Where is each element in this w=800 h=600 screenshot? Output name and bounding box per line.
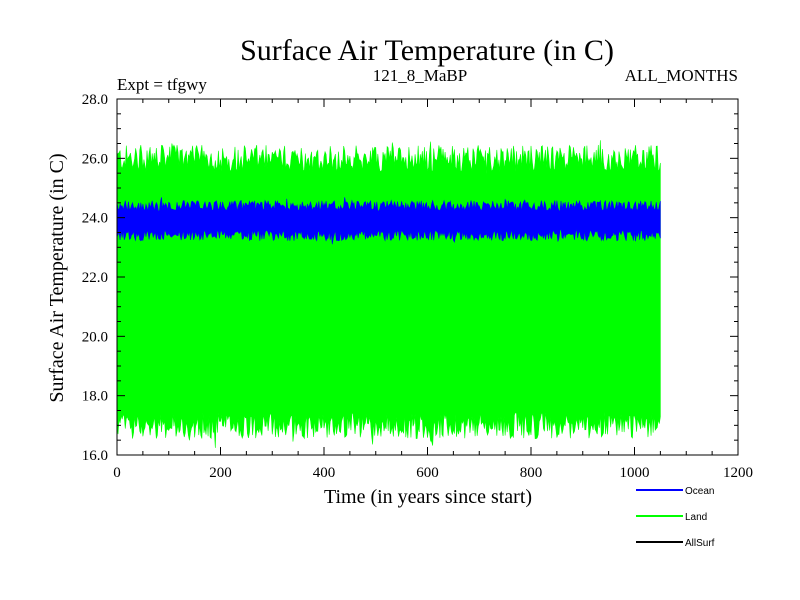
- experiment-label: Expt = tfgwy: [117, 75, 207, 94]
- legend-label-land: Land: [685, 512, 707, 523]
- subtitle-label: 121_8_MaBP: [373, 66, 467, 85]
- y-tick-label: 26.0: [82, 151, 108, 167]
- chart-title: Surface Air Temperature (in C): [240, 34, 614, 67]
- x-tick-label: 600: [416, 465, 439, 481]
- series-land-band: [116, 140, 661, 448]
- series-ocean-band: [116, 197, 661, 245]
- y-tick-label: 16.0: [82, 448, 108, 464]
- x-tick-label: 1000: [620, 465, 650, 481]
- x-tick-label: 200: [209, 465, 232, 481]
- y-tick-label: 24.0: [82, 211, 108, 227]
- x-tick-label: 0: [113, 465, 121, 481]
- axes: 0 200 400 600 800 1000 1200 16.0 18.0 20.0 22.0 24.…: [82, 92, 753, 481]
- y-tick-label: 22.0: [82, 270, 108, 286]
- plot-area: [116, 140, 661, 448]
- x-tick-label: 400: [313, 465, 336, 481]
- y-tick-label: 20.0: [82, 329, 108, 345]
- x-axis-label: Time (in years since start): [324, 486, 532, 508]
- y-tick-label: 28.0: [82, 92, 108, 108]
- y-tick-label: 18.0: [82, 389, 108, 405]
- legend: Ocean Land AllSurf: [636, 486, 715, 549]
- y-axis-label: Surface Air Temperature (in C): [46, 153, 68, 402]
- legend-label-allsurf: AllSurf: [685, 538, 715, 549]
- x-tick-label: 1200: [723, 465, 753, 481]
- period-label: ALL_MONTHS: [625, 66, 738, 85]
- legend-label-ocean: Ocean: [685, 486, 714, 497]
- x-tick-label: 800: [520, 465, 543, 481]
